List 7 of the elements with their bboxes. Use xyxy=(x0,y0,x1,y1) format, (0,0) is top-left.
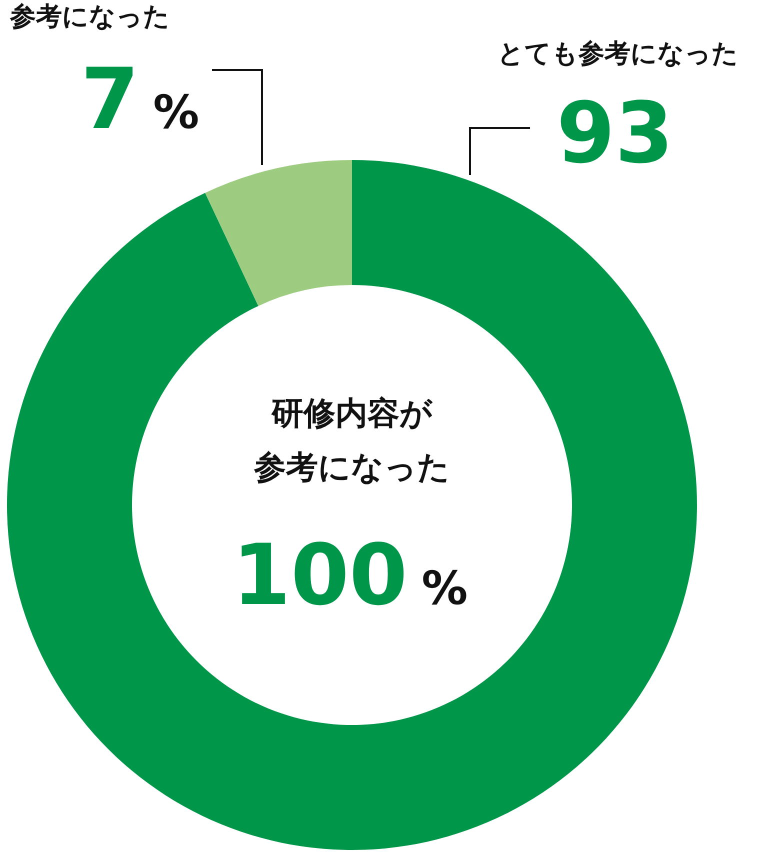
slice-label: 参考になった xyxy=(9,2,170,32)
text: 研修内容が xyxy=(270,394,434,432)
text: 100% xyxy=(232,526,468,624)
data-label: 93 xyxy=(556,84,674,182)
data-label: 7% xyxy=(80,50,200,148)
slice-label: とても参考になった xyxy=(498,39,738,69)
text: 参考になった xyxy=(253,448,450,486)
